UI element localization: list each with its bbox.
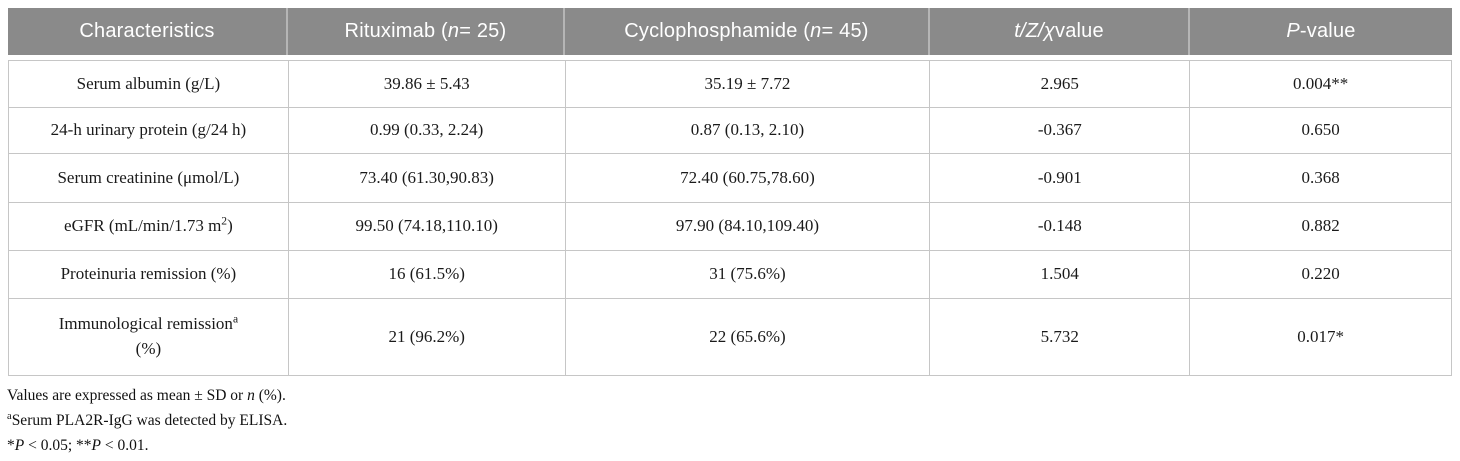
footnote-3-p2: P — [91, 437, 101, 454]
footnote-values-expressed: Values are expressed as mean ± SD or n (… — [7, 383, 287, 408]
row-label-post: ) — [227, 216, 233, 236]
row-label: Immunological remissiona (%) — [8, 298, 289, 376]
cell-cyclophosphamide: 22 (65.6%) — [564, 298, 931, 376]
footnote-3-seg3: < 0.01. — [101, 437, 149, 454]
cell-p-value: 0.220 — [1189, 250, 1452, 299]
cell-p-value: 0.004** — [1189, 60, 1452, 108]
table-footnotes: Values are expressed as mean ± SD or n (… — [7, 383, 287, 458]
header-cyclophosphamide-post: = 45) — [821, 20, 869, 42]
header-cyclophosphamide-pre: Cyclophosphamide ( — [624, 20, 811, 42]
cell-p-value: 0.882 — [1189, 202, 1452, 251]
footnote-2-superscript: a — [7, 410, 12, 422]
row-label-post: (%) — [135, 339, 162, 358]
footnote-3-seg1: * — [7, 437, 15, 454]
footnote-3-seg2: < 0.05; ** — [24, 437, 92, 454]
footnote-significance: *P < 0.05; **P < 0.01. — [7, 433, 287, 458]
cell-statistic: 1.504 — [929, 250, 1191, 299]
row-label: Serum creatinine (μmol/L) — [8, 153, 289, 203]
cell-rituximab: 39.86 ± 5.43 — [287, 60, 566, 108]
cell-rituximab: 73.40 (61.30,90.83) — [287, 153, 566, 203]
cell-p-value: 0.368 — [1189, 153, 1452, 203]
header-p-italic: P — [1286, 20, 1300, 42]
table-row-serum-albumin: Serum albumin (g/L) 39.86 ± 5.43 35.19 ±… — [8, 60, 1452, 108]
footnote-3-p1: P — [14, 437, 25, 454]
row-label: Proteinuria remission (%) — [8, 250, 289, 299]
cell-p-value: 0.017* — [1189, 298, 1452, 376]
cell-cyclophosphamide: 72.40 (60.75,78.60) — [564, 153, 931, 203]
cell-statistic: 5.732 — [929, 298, 1191, 376]
header-cyclophosphamide: Cyclophosphamide (n = 45) — [564, 8, 930, 55]
footnote-pla2r-elisa: aSerum PLA2R-IgG was detected by ELISA. — [7, 408, 287, 433]
cell-rituximab: 0.99 (0.33, 2.24) — [287, 107, 566, 154]
cell-rituximab: 99.50 (74.18,110.10) — [287, 202, 566, 251]
header-rituximab-n: n — [447, 20, 460, 42]
row-label: 24-h urinary protein (g/24 h) — [8, 107, 289, 154]
cell-rituximab: 16 (61.5%) — [287, 250, 566, 299]
table-header-row: Characteristics Rituximab (n = 25) Cyclo… — [8, 8, 1452, 55]
header-statistic-post: value — [1055, 20, 1104, 42]
header-statistic-value: t/Z/χ value — [929, 8, 1191, 55]
row-label: Serum albumin (g/L) — [8, 60, 289, 108]
table-row-egfr: eGFR (mL/min/1.73 m2) 99.50 (74.18,110.1… — [8, 202, 1452, 251]
header-rituximab-pre: Rituximab ( — [344, 20, 448, 42]
cell-cyclophosphamide: 97.90 (84.10,109.40) — [564, 202, 931, 251]
header-rituximab: Rituximab (n = 25) — [287, 8, 565, 55]
table-row-immunological-remission: Immunological remissiona (%) 21 (96.2%) 2… — [8, 298, 1452, 376]
footnote-2-text: Serum PLA2R-IgG was detected by ELISA. — [11, 412, 288, 429]
footnote-1-pre: Values are expressed as mean ± SD or — [7, 387, 248, 404]
header-cyclophosphamide-n: n — [810, 20, 822, 42]
footnote-1-n: n — [247, 387, 255, 404]
table-row-proteinuria-remission: Proteinuria remission (%) 16 (61.5%) 31 … — [8, 250, 1452, 299]
table-body: Serum albumin (g/L) 39.86 ± 5.43 35.19 ±… — [8, 60, 1452, 376]
row-label-superscript: a — [232, 312, 239, 326]
cell-statistic: -0.367 — [929, 107, 1191, 154]
table-row-serum-creatinine: Serum creatinine (μmol/L) 73.40 (61.30,9… — [8, 153, 1452, 203]
header-p-value: P -value — [1190, 8, 1452, 55]
header-statistic-symbols: t/Z/χ — [1014, 20, 1055, 42]
cell-p-value: 0.650 — [1189, 107, 1452, 154]
row-label-pre: Immunological remission — [58, 314, 233, 334]
header-p-post: -value — [1299, 20, 1356, 42]
footnote-1-post: (%). — [254, 387, 286, 404]
row-label: eGFR (mL/min/1.73 m2) — [8, 202, 289, 251]
row-label-superscript: 2 — [221, 214, 228, 228]
table-row-urinary-protein: 24-h urinary protein (g/24 h) 0.99 (0.33… — [8, 107, 1452, 154]
cell-cyclophosphamide: 0.87 (0.13, 2.10) — [564, 107, 931, 154]
cell-cyclophosphamide: 35.19 ± 7.72 — [564, 60, 931, 108]
cell-statistic: -0.148 — [929, 202, 1191, 251]
cell-cyclophosphamide: 31 (75.6%) — [564, 250, 931, 299]
row-label-pre: eGFR (mL/min/1.73 m — [64, 216, 222, 236]
header-rituximab-post: = 25) — [459, 20, 507, 42]
comparison-table: Characteristics Rituximab (n = 25) Cyclo… — [8, 8, 1452, 376]
cell-statistic: -0.901 — [929, 153, 1191, 203]
cell-statistic: 2.965 — [929, 60, 1191, 108]
header-characteristics: Characteristics — [8, 8, 288, 55]
cell-rituximab: 21 (96.2%) — [287, 298, 566, 376]
